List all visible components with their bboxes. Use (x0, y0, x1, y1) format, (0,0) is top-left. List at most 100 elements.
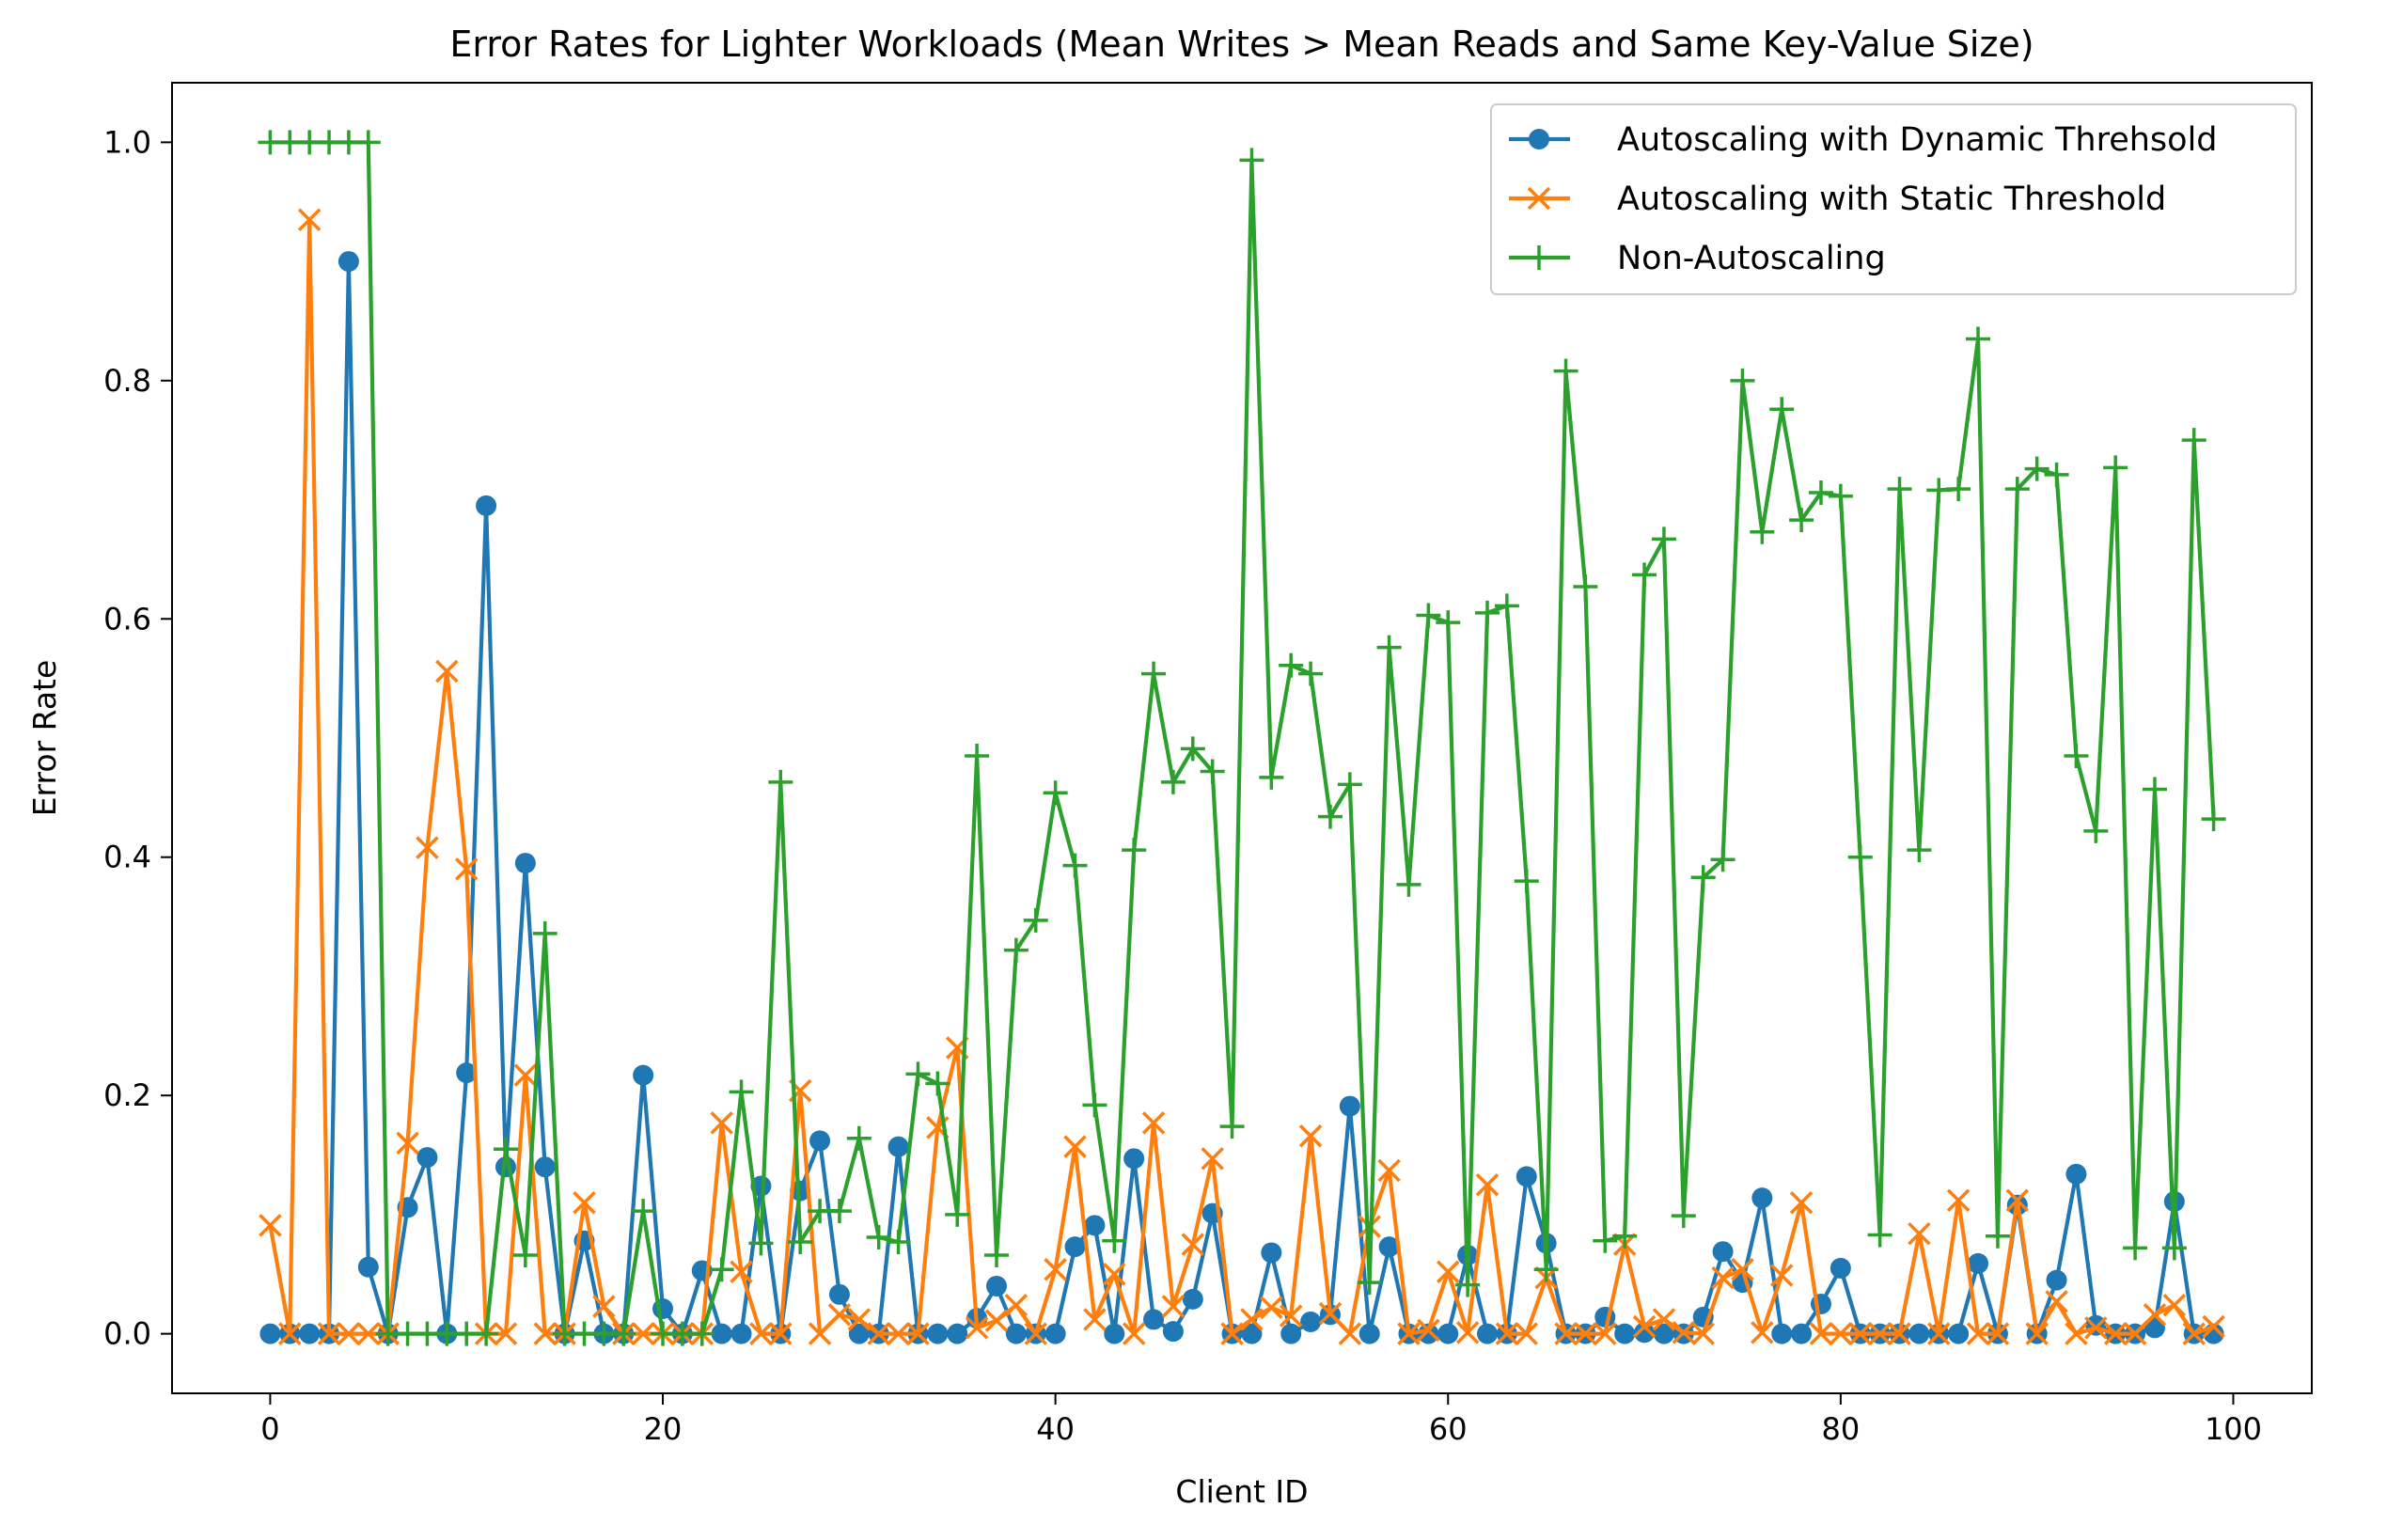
data-point (768, 769, 793, 794)
data-point (1003, 937, 1029, 963)
data-point (905, 1061, 931, 1087)
data-point (1593, 1228, 1618, 1253)
data-point (1771, 1323, 1793, 1344)
data-point (1475, 1172, 1500, 1197)
data-point (1751, 1187, 1773, 1209)
data-point (1672, 1321, 1696, 1344)
data-point (1808, 479, 1833, 505)
data-point (886, 1230, 911, 1255)
data-point (1985, 1223, 2010, 1249)
data-point (1847, 844, 1873, 870)
data-point (1477, 1323, 1499, 1344)
data-point (1200, 759, 1225, 784)
data-point (1241, 1323, 1263, 1344)
data-point (1182, 1288, 1203, 1310)
data-point (1789, 508, 1814, 533)
data-point (2182, 1322, 2206, 1345)
data-point (1730, 368, 1755, 393)
data-point (337, 1322, 361, 1345)
data-point (513, 1063, 538, 1087)
data-point (1044, 1323, 1066, 1344)
data-point (1300, 1311, 1322, 1332)
data-point (2181, 428, 2206, 453)
plot-frame (171, 82, 2313, 1394)
data-point (985, 1275, 1007, 1296)
data-point (512, 1243, 538, 1267)
data-point (1043, 780, 1068, 806)
data-point (1791, 1323, 1813, 1344)
legend-marker (1527, 186, 1551, 211)
data-point (2025, 1322, 2049, 1345)
data-point (514, 853, 536, 874)
data-point (1338, 1322, 1362, 1345)
data-point (730, 1260, 753, 1283)
data-point (827, 1303, 852, 1327)
data-point (1830, 1257, 1851, 1279)
data-point (729, 1079, 754, 1105)
data-point (1455, 1321, 1480, 1344)
chart-title: Error Rates for Lighter Workloads (Mean … (449, 24, 2034, 65)
data-point (1160, 769, 1186, 794)
x-tick-label: 80 (1822, 1411, 1861, 1447)
data-point (1143, 1309, 1165, 1330)
data-point (809, 1130, 831, 1152)
data-point (1377, 1158, 1401, 1183)
data-point (1044, 1257, 1067, 1281)
data-point (1102, 1228, 1127, 1253)
data-point (592, 1295, 616, 1318)
data-point (1573, 574, 1598, 600)
data-point (1690, 865, 1716, 890)
data-point (866, 1224, 891, 1249)
data-point (1632, 1314, 1657, 1339)
data-point (906, 1322, 930, 1345)
data-point (1337, 772, 1362, 797)
data-point (1417, 1318, 1440, 1343)
data-point (1769, 1264, 1794, 1287)
y-tick-label: 1.0 (103, 124, 151, 160)
data-point (2083, 818, 2109, 843)
data-point (1084, 1215, 1106, 1236)
data-point (494, 1322, 518, 1345)
data-point (1515, 1166, 1537, 1187)
data-point (1437, 1260, 1460, 1283)
data-point (1339, 1095, 1360, 1117)
y-tick-label: 0.6 (103, 601, 151, 636)
data-point (1219, 1114, 1245, 1139)
x-tick-label: 60 (1429, 1411, 1468, 1447)
data-point (1946, 477, 1971, 502)
y-tick-label: 0.2 (103, 1077, 151, 1113)
legend: Autoscaling with Dynamic Threhsold Autosc… (1490, 103, 2297, 295)
data-point (534, 1156, 556, 1178)
data-point (1220, 1322, 1244, 1345)
data-point (983, 1243, 1009, 1267)
data-point (1948, 1323, 1970, 1344)
data-point (1867, 1222, 1892, 1248)
data-point (2065, 1322, 2088, 1345)
data-point (2202, 1314, 2225, 1339)
data-point (1279, 1304, 1303, 1328)
data-point (1495, 1322, 1519, 1345)
data-point (1614, 1323, 1636, 1344)
data-point (1533, 1257, 1559, 1282)
data-point (2162, 1293, 2187, 1317)
data-point (1712, 1241, 1734, 1263)
data-point (1062, 853, 1088, 878)
data-point (2085, 1314, 2107, 1336)
data-point (1317, 804, 1343, 829)
data-point (1651, 526, 1676, 552)
data-point (887, 1136, 909, 1157)
data-point (2004, 477, 2030, 502)
data-point (1396, 872, 1421, 897)
data-point (1574, 1322, 1597, 1345)
data-point (396, 1131, 419, 1155)
data-point (1455, 1272, 1481, 1297)
data-point (1634, 1322, 1656, 1344)
data-point (573, 1191, 596, 1215)
data-point (1966, 1322, 1990, 1345)
data-point (2103, 455, 2128, 480)
data-point (356, 1322, 381, 1345)
data-point (2201, 807, 2226, 832)
data-point (1653, 1323, 1674, 1344)
data-point (1239, 148, 1264, 173)
data-point (1023, 907, 1048, 933)
